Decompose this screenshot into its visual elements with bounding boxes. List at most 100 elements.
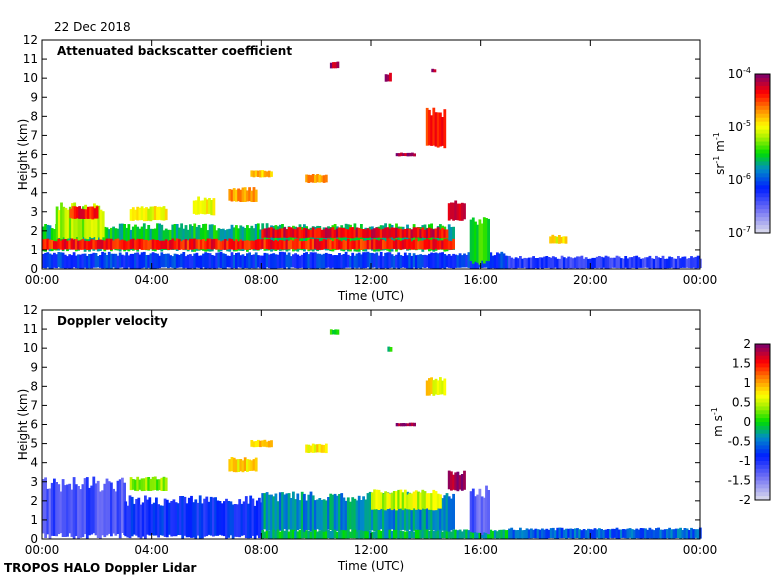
data-cell	[696, 255, 700, 269]
data-cell	[430, 377, 433, 394]
data-cell	[248, 187, 251, 202]
data-cell	[70, 238, 74, 250]
data-cell	[227, 501, 231, 538]
data-cell	[423, 254, 427, 268]
data-cell	[96, 480, 100, 538]
data-cell	[558, 258, 562, 269]
data-cell	[377, 240, 381, 249]
data-cell	[53, 478, 56, 536]
data-cell	[397, 226, 401, 250]
data-cell	[167, 240, 170, 250]
data-cell	[335, 495, 339, 532]
colorbar-frame	[754, 343, 771, 501]
data-cell	[553, 236, 557, 244]
data-cell	[314, 500, 317, 531]
data-cell	[388, 252, 392, 269]
data-cell	[530, 528, 533, 539]
data-cell	[258, 497, 261, 539]
data-cell	[195, 252, 199, 268]
data-cell	[646, 257, 650, 268]
data-cell	[85, 229, 89, 251]
data-cell	[250, 170, 254, 177]
data-cell	[145, 207, 148, 222]
colorbar-segment	[755, 81, 770, 87]
data-cell	[386, 238, 390, 249]
data-cell	[99, 491, 102, 539]
data-cell	[203, 197, 207, 215]
colorbar-frame	[754, 73, 771, 234]
data-cell	[630, 529, 634, 539]
data-cell	[90, 239, 94, 250]
data-cell	[147, 208, 151, 221]
data-cell	[149, 206, 153, 222]
data-cell	[142, 208, 146, 222]
data-cell	[274, 493, 278, 532]
data-cell	[305, 530, 308, 539]
data-cell	[465, 254, 469, 268]
y-tick-label: 9	[30, 360, 38, 374]
data-cell	[140, 252, 144, 269]
data-cell	[340, 254, 344, 269]
colorbar-segment	[755, 201, 770, 206]
data-cell	[178, 227, 181, 250]
data-cell	[213, 225, 216, 250]
data-cell	[523, 530, 527, 539]
y-tick-label: 11	[23, 52, 38, 66]
data-cell	[580, 255, 584, 269]
data-cell	[441, 227, 444, 239]
data-cell	[377, 228, 381, 238]
data-cell	[648, 527, 652, 539]
y-tick-label: 12	[23, 303, 38, 317]
data-cell	[441, 117, 444, 146]
data-cell	[228, 459, 232, 472]
data-cell	[324, 239, 328, 249]
data-cell	[364, 531, 368, 539]
data-cell	[136, 476, 140, 492]
data-cell	[221, 228, 225, 250]
data-cell	[379, 530, 383, 539]
data-cell	[351, 240, 355, 250]
data-cell	[125, 241, 129, 250]
data-cell	[388, 493, 392, 509]
data-cell	[175, 224, 179, 251]
data-cell	[112, 240, 115, 250]
data-cell	[425, 238, 429, 250]
data-cell	[90, 253, 94, 269]
data-cell	[408, 152, 412, 157]
data-cell	[458, 253, 462, 268]
data-cell	[274, 240, 278, 250]
data-cell	[309, 175, 313, 183]
data-cell	[259, 170, 262, 178]
data-cell	[147, 477, 151, 491]
data-cell	[107, 481, 111, 534]
data-cell	[107, 238, 111, 250]
data-cell	[158, 206, 161, 220]
data-cell	[75, 209, 79, 237]
data-cell	[417, 491, 420, 510]
data-cell	[430, 228, 433, 238]
data-cell	[399, 240, 403, 250]
data-cell	[514, 257, 518, 269]
data-cell	[171, 238, 175, 250]
data-cell	[296, 254, 300, 269]
data-cell	[377, 255, 381, 268]
data-cell	[551, 527, 555, 539]
data-cell	[105, 478, 109, 536]
data-cell	[421, 531, 425, 539]
data-cell	[615, 527, 619, 539]
data-cell	[186, 254, 190, 269]
data-cell	[485, 218, 488, 261]
data-cell	[474, 255, 477, 269]
data-cell	[77, 240, 80, 250]
data-cell	[624, 256, 628, 268]
data-cell	[243, 240, 247, 250]
data-cell	[406, 491, 409, 532]
data-cell	[256, 170, 260, 177]
data-cell	[460, 531, 464, 539]
data-cell	[150, 504, 154, 535]
data-cell	[239, 255, 243, 268]
data-cell	[342, 254, 346, 269]
data-cell	[408, 493, 412, 510]
data-cell	[395, 153, 399, 157]
data-cell	[210, 224, 214, 252]
